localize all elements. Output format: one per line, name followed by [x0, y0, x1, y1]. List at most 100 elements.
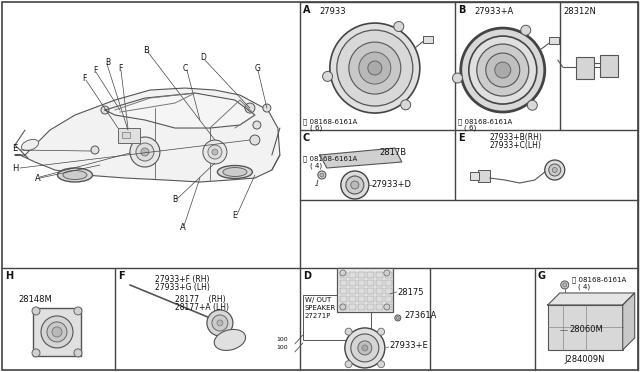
Circle shape	[320, 173, 324, 177]
Text: 27361A: 27361A	[405, 311, 437, 320]
Circle shape	[101, 106, 109, 114]
Text: 2817B: 2817B	[380, 148, 407, 157]
Circle shape	[378, 328, 385, 335]
Circle shape	[341, 171, 369, 199]
Text: F: F	[93, 65, 97, 74]
Circle shape	[52, 327, 62, 337]
Bar	[385, 296, 392, 302]
Bar	[367, 280, 374, 286]
Bar	[385, 272, 392, 278]
Circle shape	[394, 22, 404, 32]
Bar	[349, 272, 356, 278]
Bar	[376, 288, 383, 294]
Circle shape	[74, 349, 82, 357]
Bar	[349, 296, 356, 302]
Circle shape	[548, 164, 561, 176]
Bar	[340, 272, 347, 278]
Circle shape	[477, 44, 529, 96]
Bar	[340, 304, 347, 310]
Polygon shape	[15, 88, 280, 182]
Text: H: H	[12, 164, 19, 173]
Text: 27933+C(LH): 27933+C(LH)	[490, 141, 541, 150]
Circle shape	[345, 328, 385, 368]
Circle shape	[32, 349, 40, 357]
Bar	[367, 296, 374, 302]
Bar	[349, 288, 356, 294]
Text: 28175: 28175	[398, 288, 424, 297]
Circle shape	[563, 283, 567, 287]
Bar	[478, 170, 490, 182]
Bar	[349, 304, 356, 310]
Bar	[376, 304, 383, 310]
Text: 27933+D: 27933+D	[372, 180, 412, 189]
Bar	[548, 305, 623, 350]
Circle shape	[384, 304, 390, 310]
Bar	[358, 304, 365, 310]
Circle shape	[349, 42, 401, 94]
Circle shape	[345, 328, 352, 335]
Polygon shape	[105, 93, 255, 128]
Circle shape	[401, 100, 411, 110]
Circle shape	[74, 307, 82, 315]
Bar	[385, 288, 392, 294]
Ellipse shape	[58, 168, 92, 182]
Circle shape	[212, 315, 228, 331]
Bar	[349, 280, 356, 286]
Bar	[367, 272, 374, 278]
Circle shape	[527, 100, 538, 110]
Text: B: B	[143, 45, 149, 55]
Bar	[367, 288, 374, 294]
Circle shape	[561, 281, 569, 289]
Text: ( 4): ( 4)	[310, 162, 322, 169]
Circle shape	[208, 145, 222, 159]
Text: B: B	[105, 58, 110, 67]
Text: 27933+A: 27933+A	[475, 7, 514, 16]
Text: 28060M: 28060M	[570, 326, 604, 334]
Bar	[358, 280, 365, 286]
Polygon shape	[623, 293, 635, 350]
Text: Ⓢ 08168-6161A: Ⓢ 08168-6161A	[458, 118, 512, 125]
Text: ( 4): ( 4)	[578, 284, 590, 290]
Circle shape	[330, 23, 420, 113]
Text: J284009N: J284009N	[564, 355, 605, 364]
Circle shape	[207, 310, 233, 336]
Bar	[358, 296, 365, 302]
Circle shape	[468, 36, 537, 104]
Text: 27933+B(RH): 27933+B(RH)	[490, 133, 543, 142]
Circle shape	[340, 304, 346, 310]
Circle shape	[351, 334, 379, 362]
Ellipse shape	[214, 330, 246, 350]
Text: 27933+F (RH): 27933+F (RH)	[155, 275, 209, 284]
Bar	[358, 272, 365, 278]
Circle shape	[521, 25, 531, 35]
Circle shape	[263, 104, 271, 112]
Circle shape	[47, 322, 67, 342]
Text: A: A	[180, 224, 186, 232]
Text: E: E	[232, 212, 237, 221]
Text: 27933+G (LH): 27933+G (LH)	[155, 283, 210, 292]
Text: F: F	[118, 64, 122, 73]
Bar	[470, 172, 479, 180]
Ellipse shape	[21, 140, 38, 151]
Circle shape	[212, 149, 218, 155]
Circle shape	[495, 62, 511, 78]
Circle shape	[130, 137, 160, 167]
Circle shape	[245, 103, 255, 113]
Bar	[548, 37, 559, 44]
Bar	[337, 268, 393, 312]
Circle shape	[346, 176, 364, 194]
Bar	[340, 280, 347, 286]
Text: ( 6): ( 6)	[310, 124, 322, 131]
Circle shape	[323, 71, 333, 81]
Text: G: G	[255, 64, 260, 73]
Circle shape	[486, 53, 520, 87]
Text: SPEAKER: SPEAKER	[305, 305, 336, 311]
Circle shape	[351, 181, 359, 189]
Circle shape	[136, 143, 154, 161]
Bar	[576, 57, 594, 79]
Circle shape	[203, 140, 227, 164]
Circle shape	[384, 270, 390, 276]
Text: 28177    (RH): 28177 (RH)	[175, 295, 225, 304]
Bar	[376, 280, 383, 286]
Text: D: D	[200, 52, 206, 61]
